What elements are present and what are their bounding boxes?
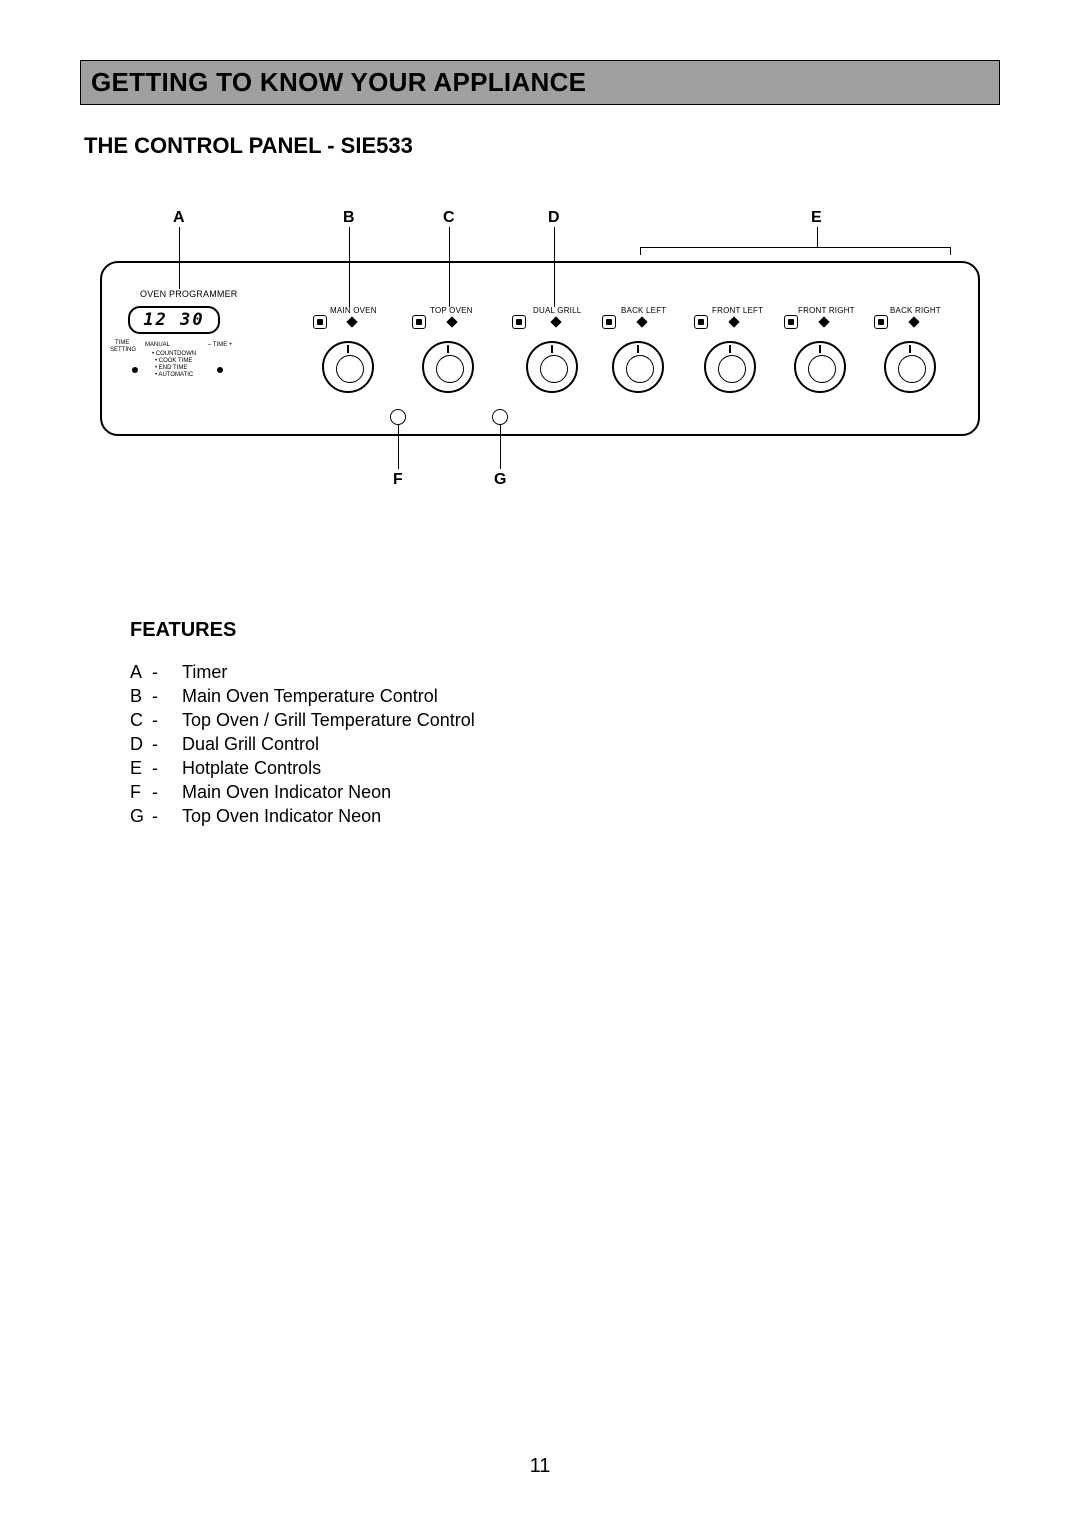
label-main-oven: MAIN OVEN (330, 306, 377, 315)
feature-desc: Hotplate Controls (182, 756, 321, 780)
letter-g: G (494, 471, 506, 489)
feature-dash: - (152, 708, 182, 732)
letter-f: F (393, 471, 403, 489)
feature-desc: Dual Grill Control (182, 732, 319, 756)
diagram-wrapper: A B C D E OVEN PROGRAMMER 12 30 TIME SET… (80, 209, 1000, 529)
leader-e (817, 227, 818, 247)
feature-key: F (130, 780, 152, 804)
knob-main-oven (322, 341, 374, 393)
leader-g (500, 425, 501, 469)
letter-e: E (811, 209, 822, 227)
feature-row: G-Top Oven Indicator Neon (130, 804, 1000, 828)
feature-row: D-Dual Grill Control (130, 732, 1000, 756)
leader-f (398, 425, 399, 469)
programmer-label: OVEN PROGRAMMER (140, 289, 238, 299)
control-panel-diagram: A B C D E OVEN PROGRAMMER 12 30 TIME SET… (100, 209, 980, 529)
feature-dash: - (152, 780, 182, 804)
feature-key: D (130, 732, 152, 756)
prog-b1: • COUNTDOWN (152, 351, 196, 357)
feature-dash: - (152, 756, 182, 780)
feature-row: C-Top Oven / Grill Temperature Control (130, 708, 1000, 732)
features-title: FEATURES (130, 619, 1000, 642)
feature-key: B (130, 684, 152, 708)
prog-b3: • END TIME (155, 365, 187, 371)
sub-header: THE CONTROL PANEL - SIE533 (84, 133, 1000, 159)
feature-key: A (130, 660, 152, 684)
feature-row: F-Main Oven Indicator Neon (130, 780, 1000, 804)
mini-icon-1 (313, 315, 327, 329)
feature-dash: - (152, 804, 182, 828)
prog-b4: • AUTOMATIC (155, 372, 193, 378)
programmer-display: 12 30 (128, 306, 220, 334)
prog-time-plus: – TIME + (208, 342, 232, 348)
letter-d: D (548, 209, 560, 227)
feature-key: G (130, 804, 152, 828)
feature-row: E-Hotplate Controls (130, 756, 1000, 780)
letter-a: A (173, 209, 185, 227)
prog-dot-r (217, 367, 223, 373)
leader-e-bar (640, 247, 950, 248)
feature-desc: Main Oven Indicator Neon (182, 780, 391, 804)
feature-key: C (130, 708, 152, 732)
knob-front-right (794, 341, 846, 393)
knob-dual-grill (526, 341, 578, 393)
label-back-left: BACK LEFT (621, 306, 666, 315)
feature-dash: - (152, 684, 182, 708)
label-dual-grill: DUAL GRILL (533, 306, 581, 315)
prog-manual: MANUAL (145, 342, 170, 348)
label-top-oven: TOP OVEN (430, 306, 473, 315)
neon-f-indicator (390, 409, 406, 425)
feature-desc: Top Oven / Grill Temperature Control (182, 708, 475, 732)
feature-key: E (130, 756, 152, 780)
knob-back-right (884, 341, 936, 393)
knob-front-left (704, 341, 756, 393)
letter-c: C (443, 209, 455, 227)
feature-desc: Main Oven Temperature Control (182, 684, 438, 708)
knob-top-oven (422, 341, 474, 393)
label-front-left: FRONT LEFT (712, 306, 763, 315)
mini-icon-6 (784, 315, 798, 329)
document-page: GETTING TO KNOW YOUR APPLIANCE THE CONTR… (0, 0, 1080, 1528)
prog-time: TIME (115, 340, 129, 346)
features-list: A-Timer B-Main Oven Temperature Control … (130, 660, 1000, 828)
leader-e-r (950, 247, 951, 255)
mini-icon-4 (602, 315, 616, 329)
label-back-right: BACK RIGHT (890, 306, 941, 315)
feature-row: B-Main Oven Temperature Control (130, 684, 1000, 708)
feature-row: A-Timer (130, 660, 1000, 684)
neon-g-indicator (492, 409, 508, 425)
mini-icon-5 (694, 315, 708, 329)
page-number: 11 (0, 1455, 1080, 1478)
prog-b2: • COOK TIME (155, 358, 192, 364)
feature-dash: - (152, 732, 182, 756)
feature-desc: Top Oven Indicator Neon (182, 804, 381, 828)
knob-back-left (612, 341, 664, 393)
mini-icon-2 (412, 315, 426, 329)
mini-icon-7 (874, 315, 888, 329)
feature-dash: - (152, 660, 182, 684)
prog-dot-l (132, 367, 138, 373)
prog-setting: SETTING (110, 347, 136, 353)
section-header: GETTING TO KNOW YOUR APPLIANCE (80, 60, 1000, 105)
feature-desc: Timer (182, 660, 227, 684)
leader-e-l (640, 247, 641, 255)
label-front-right: FRONT RIGHT (798, 306, 855, 315)
letter-b: B (343, 209, 355, 227)
mini-icon-3 (512, 315, 526, 329)
